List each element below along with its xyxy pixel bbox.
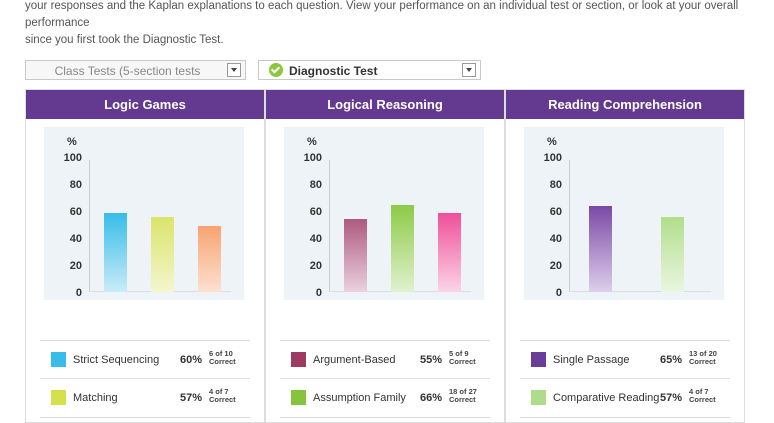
section-panel-2: Reading Comprehension% 100 80 60 40 20 0 Single… — [505, 89, 745, 423]
legend-swatch — [51, 352, 66, 367]
chart-bar — [344, 219, 367, 292]
legend-count: 4 of 7 Correct — [689, 388, 716, 404]
y-tick-label: 0 — [75, 287, 82, 299]
y-tick-label: 100 — [543, 152, 562, 164]
y-tick-label: 80 — [69, 179, 82, 191]
legend-count-word: Correct — [689, 395, 716, 404]
section-panel-1: Logical Reasoning% 100 80 60 40 20 0 Argument-B… — [265, 89, 505, 423]
legend-count: 13 of 20 Correct — [689, 350, 717, 366]
chart-bar — [661, 217, 684, 292]
chevron-down-icon[interactable] — [462, 63, 476, 77]
legend-swatch — [291, 352, 306, 367]
legend-row: Strict Sequencing 60% 6 of 10 Correct — [40, 340, 250, 379]
y-axis-line — [329, 160, 330, 292]
y-tick-label: 40 — [69, 233, 82, 245]
y-tick-label: 80 — [549, 179, 562, 191]
test-name-select[interactable]: Diagnostic Test — [258, 60, 481, 80]
checkmark-icon — [269, 63, 283, 77]
legend-count: 5 of 9 Correct — [449, 350, 476, 366]
legend-count-value: 13 of 20 — [689, 349, 717, 358]
legend-row: Comparative Reading 57% 4 of 7 Correct — [520, 378, 730, 418]
legend-label: Strict Sequencing — [73, 354, 160, 366]
legend-percent: 57% — [180, 392, 203, 404]
intro-text: your responses and the Kaplan explanatio… — [25, 0, 755, 49]
legend-count-word: Correct — [209, 357, 236, 366]
y-tick-label: 60 — [309, 206, 322, 218]
y-tick-label: 100 — [63, 152, 82, 164]
section-panel-0: Logic Games% 100 80 60 40 20 0 Strict Sequencin… — [25, 89, 265, 423]
legend-label: Matching — [73, 392, 118, 404]
chart-bar — [104, 213, 127, 292]
bar-chart: % 100 80 60 40 20 0 — [524, 127, 724, 300]
y-axis-unit: % — [547, 136, 557, 148]
chart-bar — [151, 217, 174, 292]
legend-swatch — [531, 390, 546, 405]
chevron-down-icon[interactable] — [227, 63, 241, 77]
legend-label: Single Passage — [553, 354, 630, 366]
legend-count: 4 of 7 Correct — [209, 388, 236, 404]
y-tick-label: 40 — [549, 233, 562, 245]
legend-count-word: Correct — [209, 395, 236, 404]
legend-count-value: 5 of 9 — [449, 349, 469, 358]
test-name-value: Diagnostic Test — [289, 64, 378, 78]
x-axis-line — [569, 291, 711, 292]
legend-swatch — [291, 390, 306, 405]
y-axis-line — [89, 160, 90, 292]
legend-label: Comparative Reading — [553, 392, 660, 404]
legend-percent: 65% — [660, 354, 683, 366]
bar-chart: % 100 80 60 40 20 0 — [44, 127, 244, 300]
legend-count: 6 of 10 Correct — [209, 350, 236, 366]
chart-bar — [198, 226, 221, 292]
legend-row: Assumption Family 66% 18 of 27 Correct — [280, 378, 490, 418]
legend-swatch — [51, 390, 66, 405]
legend-count-value: 4 of 7 — [209, 387, 229, 396]
y-axis-unit: % — [67, 136, 77, 148]
legend-count-word: Correct — [449, 357, 476, 366]
y-tick-label: 20 — [549, 260, 562, 272]
y-axis-line — [569, 160, 570, 292]
chart-bar — [438, 213, 461, 292]
legend-count-value: 6 of 10 — [209, 349, 233, 358]
legend-row: Matching 57% 4 of 7 Correct — [40, 378, 250, 418]
legend-percent: 55% — [420, 354, 443, 366]
test-type-select[interactable]: Class Tests (5-section tests — [25, 60, 246, 80]
y-tick-label: 40 — [309, 233, 322, 245]
chart-bar — [589, 206, 612, 292]
legend-count-value: 18 of 27 — [449, 387, 477, 396]
legend-swatch — [531, 352, 546, 367]
y-axis-unit: % — [307, 136, 317, 148]
legend-count-value: 4 of 7 — [689, 387, 709, 396]
y-tick-label: 60 — [69, 206, 82, 218]
y-tick-label: 20 — [69, 260, 82, 272]
legend-row: Single Passage 65% 13 of 20 Correct — [520, 340, 730, 379]
legend-percent: 57% — [660, 392, 683, 404]
y-tick-label: 80 — [309, 179, 322, 191]
section-title: Logical Reasoning — [266, 90, 504, 119]
legend-label: Assumption Family — [313, 392, 406, 404]
legend-row: Argument-Based 55% 5 of 9 Correct — [280, 340, 490, 379]
legend-count: 18 of 27 Correct — [449, 388, 477, 404]
test-type-value: Class Tests (5-section tests — [54, 64, 201, 78]
y-tick-label: 0 — [555, 287, 562, 299]
section-title: Logic Games — [26, 90, 264, 119]
legend-label: Argument-Based — [313, 354, 396, 366]
legend-percent: 60% — [180, 354, 203, 366]
section-title: Reading Comprehension — [506, 90, 744, 119]
y-tick-label: 0 — [315, 287, 322, 299]
legend-count-word: Correct — [689, 357, 716, 366]
y-tick-label: 20 — [309, 260, 322, 272]
bar-chart: % 100 80 60 40 20 0 — [284, 127, 484, 300]
intro-line-1: your responses and the Kaplan explanatio… — [25, 0, 739, 29]
chart-bar — [391, 205, 414, 292]
intro-line-2: since you first took the Diagnostic Test… — [25, 34, 224, 46]
legend-percent: 66% — [420, 392, 443, 404]
y-tick-label: 60 — [549, 206, 562, 218]
legend-count-word: Correct — [449, 395, 476, 404]
y-tick-label: 100 — [303, 152, 322, 164]
